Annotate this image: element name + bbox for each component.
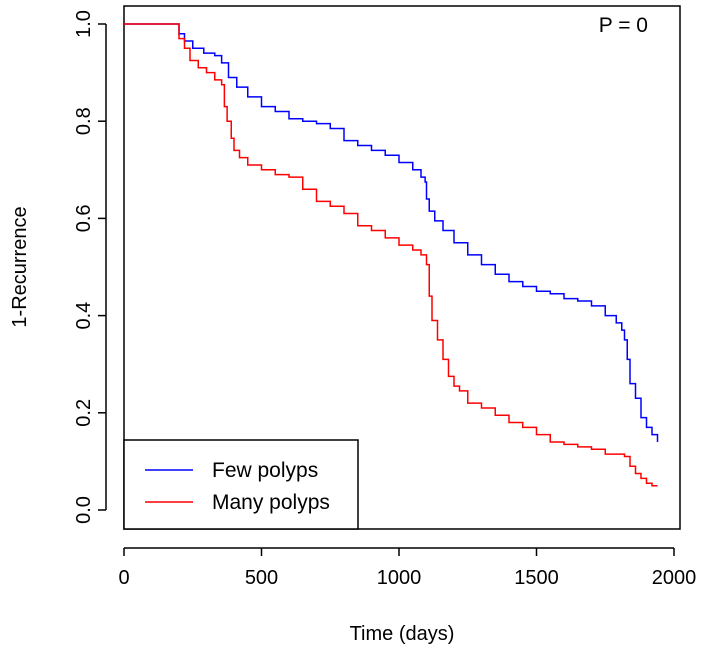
y-tick-label: 0.6	[73, 204, 95, 232]
x-tick-label: 1000	[377, 567, 422, 589]
y-tick-label: 0.8	[73, 107, 95, 135]
y-axis: 0.0 0.2 0.4 0.6 0.8 1.0	[73, 10, 107, 524]
legend-box	[123, 439, 359, 530]
series-line-few-polyps	[124, 23, 659, 442]
x-tick-label: 2000	[652, 567, 697, 589]
legend-label-many-polyps: Many polyps	[212, 491, 330, 514]
legend-label-few-polyps: Few polyps	[212, 459, 318, 482]
y-tick-label: 0.4	[73, 302, 95, 330]
p-value-annotation: P = 0	[599, 14, 648, 37]
y-tick-label: 0.0	[73, 496, 95, 524]
y-tick-label: 0.2	[73, 399, 95, 427]
legend: Few polyps Many polyps	[123, 439, 359, 530]
y-axis-title: 1-Recurrence	[9, 206, 31, 327]
series-layer	[124, 23, 659, 487]
x-tick-label: 1500	[514, 567, 559, 589]
series-line-many-polyps	[124, 23, 658, 487]
y-tick-label: 1.0	[73, 10, 95, 38]
x-tick-label: 500	[245, 567, 278, 589]
x-axis: 0 500 1000 1500 2000	[118, 547, 697, 589]
x-axis-title: Time (days)	[350, 623, 455, 645]
plot-frame	[123, 5, 681, 530]
x-tick-label: 0	[118, 567, 129, 589]
